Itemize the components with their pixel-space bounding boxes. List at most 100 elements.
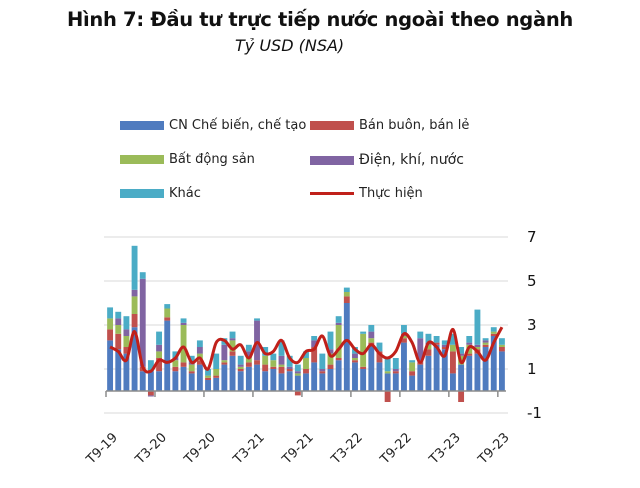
bar-segment <box>245 351 252 358</box>
bar-segment <box>303 351 309 358</box>
bar-segment <box>311 336 318 341</box>
bar-segment <box>368 325 375 332</box>
bar-segment <box>401 342 407 391</box>
legend-item-other: Khác <box>120 186 201 201</box>
bar-segment <box>164 308 171 318</box>
bar-segment <box>417 364 424 391</box>
bar-segment <box>441 344 448 347</box>
bar-segment <box>458 347 465 354</box>
bar-segment <box>213 375 220 378</box>
bar-segment <box>441 347 448 350</box>
bar-segment <box>237 371 244 391</box>
bar-segment <box>131 296 138 314</box>
bar-segment <box>172 360 179 367</box>
bar-segment <box>360 369 367 391</box>
bar-segment <box>229 340 236 352</box>
bar-segment <box>335 360 342 391</box>
bar-segment <box>425 344 432 350</box>
bar-segment <box>376 342 383 352</box>
x-tick-label: T3-20 <box>132 430 170 468</box>
bar-segment <box>401 338 407 343</box>
bar-segment <box>466 355 473 391</box>
bar-segment <box>270 366 277 369</box>
bar-segment <box>335 316 342 323</box>
bar-segment <box>490 331 497 334</box>
disbursed-line <box>109 326 504 374</box>
bar-segment <box>482 342 489 345</box>
bar-segment <box>343 287 350 292</box>
legend-label: CN Chế biến, chế tạo <box>169 118 307 133</box>
bar-segment <box>327 353 334 365</box>
bar-segment <box>278 355 285 365</box>
y-tick-label: 7 <box>527 228 537 246</box>
bar-segment <box>172 366 179 372</box>
bar-segment <box>458 364 465 391</box>
bar-segment <box>156 331 162 345</box>
bar-segment <box>311 340 318 347</box>
bar-segment <box>213 369 220 376</box>
bar-segment <box>441 349 448 391</box>
bar-segment <box>360 331 367 334</box>
bar-segment <box>254 320 260 361</box>
bar-segment <box>401 336 407 339</box>
bar-segment <box>352 353 358 358</box>
bar-segment <box>360 366 367 369</box>
bar-segment <box>327 364 334 369</box>
bar-segment <box>196 340 203 347</box>
bar-segment <box>319 353 326 369</box>
bar-segment <box>270 369 277 391</box>
bar-segment <box>262 371 269 391</box>
bar-segment <box>466 342 473 345</box>
bar-segment <box>245 358 252 363</box>
bar-segment <box>115 318 122 325</box>
legend-label: Bán buôn, bán lẻ <box>359 118 470 133</box>
bar-segment <box>458 353 465 356</box>
bar-segment <box>139 272 146 279</box>
bar-segment <box>343 303 350 391</box>
legend-item-disbursed: Thực hiện <box>310 186 423 201</box>
bar-segment <box>319 369 326 372</box>
legend-swatch <box>120 189 164 198</box>
legend-label: Khác <box>169 186 201 201</box>
bar-segment <box>115 349 122 391</box>
bar-segment <box>392 373 399 391</box>
bar-segment <box>311 347 318 363</box>
bar-segment <box>335 325 342 358</box>
bar-segment <box>147 371 154 391</box>
bar-segment <box>188 364 195 372</box>
bar-segment <box>245 366 252 391</box>
bar-segment <box>458 391 465 402</box>
bar-segment <box>262 355 269 365</box>
bar-segment <box>303 369 309 374</box>
bar-segment <box>294 373 301 376</box>
bar-segment <box>123 316 130 330</box>
bar-segment <box>229 331 236 339</box>
bar-segment <box>172 351 179 358</box>
bar-segment <box>384 373 391 391</box>
bar-segment <box>498 351 505 391</box>
bar-segment <box>262 347 269 356</box>
bar-segment <box>147 395 154 397</box>
bar-segment <box>180 362 187 367</box>
bar-segment <box>335 358 342 361</box>
bar-segment <box>425 333 432 343</box>
bar-segment <box>188 373 195 391</box>
bar-segment <box>205 380 211 391</box>
bar-segment <box>490 333 497 336</box>
legend-item-real-estate: Bất động sản <box>120 152 255 167</box>
bar-segment <box>482 338 489 341</box>
bar-segment <box>245 362 252 367</box>
bar-segment <box>474 347 481 350</box>
bar-segment <box>360 333 367 367</box>
bar-segment <box>245 344 252 352</box>
bar-segment <box>123 329 130 336</box>
bar-segment <box>425 355 432 391</box>
bar-segment <box>278 340 285 356</box>
bar-segment <box>180 318 187 323</box>
bar-segment <box>286 371 293 391</box>
bar-segment <box>392 358 399 369</box>
bar-segment <box>115 311 122 319</box>
bar-segment <box>343 292 350 297</box>
bar-segment <box>164 320 171 391</box>
